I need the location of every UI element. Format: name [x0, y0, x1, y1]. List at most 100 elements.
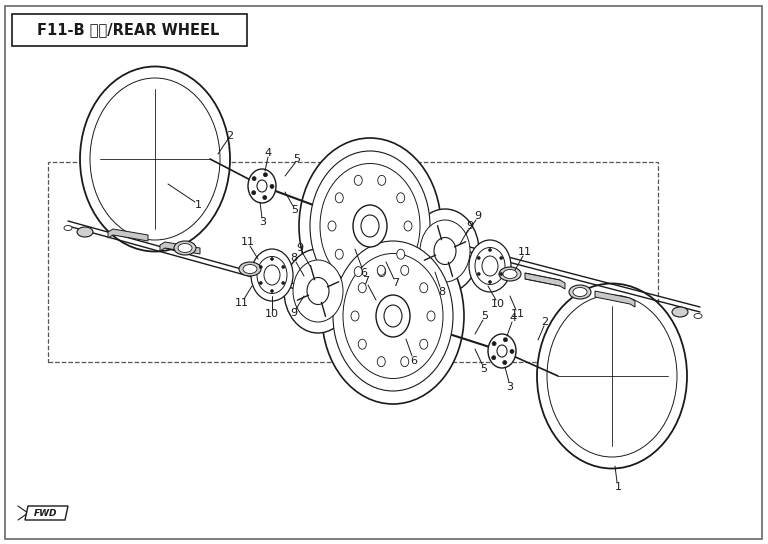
Text: 4: 4	[264, 148, 272, 158]
Ellipse shape	[564, 317, 660, 435]
Circle shape	[260, 265, 262, 269]
Polygon shape	[108, 229, 148, 241]
Text: 10: 10	[491, 299, 505, 309]
Ellipse shape	[384, 305, 402, 327]
Ellipse shape	[475, 248, 505, 285]
Text: 7: 7	[362, 276, 369, 286]
Text: 11: 11	[511, 309, 525, 319]
Ellipse shape	[174, 241, 196, 255]
Bar	[12, 14, 247, 46]
Ellipse shape	[336, 193, 343, 203]
Text: 5: 5	[482, 311, 488, 321]
Ellipse shape	[499, 267, 521, 281]
Circle shape	[492, 342, 496, 345]
Ellipse shape	[307, 277, 329, 305]
Ellipse shape	[404, 221, 412, 231]
Ellipse shape	[108, 100, 203, 218]
Text: 6: 6	[411, 356, 418, 366]
Text: 11: 11	[518, 247, 532, 257]
Circle shape	[282, 281, 285, 285]
Circle shape	[252, 177, 256, 181]
Ellipse shape	[178, 244, 192, 252]
Ellipse shape	[358, 339, 366, 349]
Ellipse shape	[401, 357, 409, 367]
Ellipse shape	[503, 269, 517, 279]
Ellipse shape	[284, 249, 352, 333]
Text: 10: 10	[265, 309, 279, 319]
Text: 11: 11	[235, 298, 249, 308]
Circle shape	[477, 257, 480, 259]
Text: 5: 5	[292, 205, 299, 215]
Ellipse shape	[336, 249, 343, 259]
Circle shape	[488, 281, 492, 283]
Bar	[48, 162, 658, 362]
Ellipse shape	[672, 307, 688, 317]
Ellipse shape	[257, 257, 287, 294]
Ellipse shape	[322, 228, 464, 404]
Ellipse shape	[358, 283, 366, 293]
Ellipse shape	[248, 169, 276, 203]
Ellipse shape	[333, 241, 453, 391]
Ellipse shape	[257, 180, 267, 192]
Polygon shape	[160, 242, 200, 254]
Text: 2: 2	[541, 317, 548, 327]
Circle shape	[503, 338, 508, 342]
Text: 3: 3	[260, 217, 266, 227]
Circle shape	[270, 184, 274, 188]
Circle shape	[510, 349, 514, 354]
Ellipse shape	[573, 287, 587, 296]
Circle shape	[500, 257, 503, 259]
Text: 8: 8	[439, 287, 445, 297]
Ellipse shape	[376, 295, 410, 337]
Circle shape	[488, 249, 492, 251]
Ellipse shape	[411, 209, 479, 293]
Ellipse shape	[90, 78, 220, 240]
Text: 8: 8	[290, 253, 297, 263]
Ellipse shape	[397, 249, 405, 259]
Ellipse shape	[77, 227, 93, 237]
Text: 3: 3	[507, 382, 514, 392]
Ellipse shape	[353, 205, 387, 247]
Text: 9: 9	[296, 243, 303, 253]
Ellipse shape	[310, 151, 430, 301]
Text: 5: 5	[293, 154, 300, 164]
Polygon shape	[525, 273, 565, 289]
Ellipse shape	[354, 267, 362, 277]
Ellipse shape	[328, 221, 336, 231]
Text: 5: 5	[481, 364, 488, 374]
Text: 1: 1	[614, 482, 621, 492]
Circle shape	[270, 289, 273, 293]
Ellipse shape	[488, 334, 516, 368]
Ellipse shape	[434, 238, 456, 264]
Ellipse shape	[569, 285, 591, 299]
Ellipse shape	[497, 345, 507, 357]
Ellipse shape	[264, 265, 280, 285]
Ellipse shape	[378, 267, 386, 277]
Ellipse shape	[239, 262, 261, 276]
Ellipse shape	[482, 256, 498, 276]
Ellipse shape	[694, 313, 702, 318]
Ellipse shape	[420, 283, 428, 293]
Ellipse shape	[299, 138, 441, 314]
Ellipse shape	[427, 311, 435, 321]
Text: 9: 9	[466, 221, 474, 231]
Circle shape	[263, 173, 267, 177]
Ellipse shape	[469, 240, 511, 292]
Circle shape	[500, 273, 503, 275]
Polygon shape	[25, 506, 68, 520]
Ellipse shape	[377, 357, 386, 367]
Ellipse shape	[361, 215, 379, 237]
Polygon shape	[595, 291, 635, 307]
Ellipse shape	[320, 164, 420, 288]
Ellipse shape	[378, 175, 386, 186]
Circle shape	[282, 265, 285, 269]
Circle shape	[270, 257, 273, 261]
Text: 2: 2	[227, 131, 233, 141]
Text: 4: 4	[509, 313, 517, 323]
Text: 7: 7	[392, 278, 399, 288]
Ellipse shape	[251, 249, 293, 301]
Text: 9: 9	[290, 308, 297, 318]
Ellipse shape	[547, 295, 677, 457]
Ellipse shape	[80, 66, 230, 251]
Circle shape	[477, 273, 480, 275]
